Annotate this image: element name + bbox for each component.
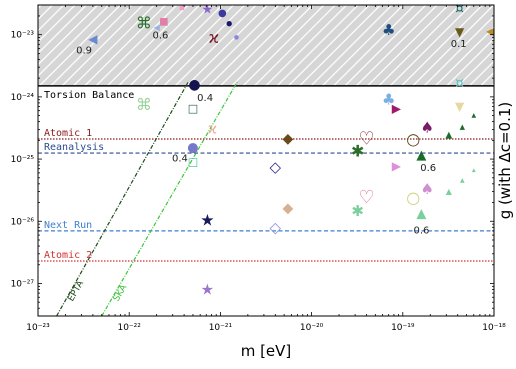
- data-point: ▲: [471, 112, 476, 119]
- x-tick-label: 10⁻²²: [117, 323, 141, 333]
- data-point: ♡: [358, 129, 374, 150]
- data-point: ★: [200, 210, 214, 229]
- data-point: ◀: [154, 23, 161, 32]
- data-point: ▶: [392, 102, 402, 116]
- data-point: ▲: [445, 130, 452, 140]
- data-point: ♠: [420, 119, 433, 137]
- plot-area: ⌘⌘◀◀■■●●□□★★★ϰϰ●●●●◇◇◆◆✱✱♡♡♣♣▶▶○○▲▲♠♠¤¤▼…: [38, 0, 494, 316]
- data-point: ★: [201, 281, 214, 299]
- data-point: ○: [406, 130, 420, 149]
- excluded-region: [38, 5, 494, 86]
- data-point: ▼: [455, 100, 465, 114]
- data-point: ϰ: [208, 121, 217, 137]
- data-point: ◀: [486, 27, 494, 38]
- data-point: ✱: [351, 202, 364, 220]
- bound-line: [56, 80, 190, 316]
- data-point: ♡: [358, 187, 374, 208]
- data-point: ¤: [455, 75, 464, 91]
- bound-line: [101, 80, 239, 316]
- data-point: ◀: [88, 32, 98, 46]
- y-tick-label: 10⁻²⁷: [11, 279, 35, 289]
- data-point: ●: [219, 0, 226, 4]
- data-point: ◆: [283, 201, 294, 217]
- reference-line-label: Atomic 2: [44, 250, 92, 261]
- y-tick-label: 10⁻²⁴: [11, 93, 35, 103]
- point-annotation: 0.6: [420, 163, 436, 174]
- data-point: □: [188, 102, 198, 115]
- data-point: ▲: [460, 123, 466, 131]
- data-point: ♣: [382, 21, 395, 39]
- axes: 10⁻²³ 10⁻²² 10⁻²¹ 10⁻²⁰ 10⁻¹⁹ 10⁻¹⁸ 10⁻²⁷ 10⁻²⁶…: [11, 4, 514, 360]
- x-tick-label: 10⁻²³: [26, 323, 50, 333]
- point-annotation: 0.4: [197, 93, 213, 104]
- data-point: ✱: [351, 141, 364, 160]
- data-point: ◆: [283, 131, 294, 147]
- data-point: ●: [234, 34, 239, 41]
- data-point: ●: [226, 20, 232, 28]
- x-tick-label: 10⁻¹⁹: [391, 323, 415, 333]
- x-tick-label: 10⁻²¹: [209, 323, 233, 333]
- bound-line-label: EPTA: [66, 278, 86, 303]
- data-point: ⌘: [136, 95, 152, 114]
- data-point: ▼: [455, 25, 465, 39]
- reference-line-label: Next Run: [44, 220, 92, 231]
- data-point: ϰ: [209, 28, 220, 47]
- point-annotation: 0.6: [152, 31, 168, 42]
- data-point: ◇: [270, 158, 282, 176]
- excluded-region-label: Torsion Balance: [44, 90, 134, 101]
- data-point: ●: [187, 141, 198, 156]
- data-point: ▲: [416, 148, 426, 163]
- data-point: ▲: [446, 187, 453, 196]
- data-point: □: [188, 155, 198, 168]
- data-point: ♠: [420, 180, 433, 198]
- y-tick-label: 10⁻²³: [11, 31, 35, 41]
- data-point: ■: [159, 16, 168, 27]
- bound-line-label: SKA: [112, 282, 130, 303]
- data-point: ■: [179, 4, 185, 11]
- reference-line-label: Atomic 1: [44, 128, 92, 139]
- point-annotation: 0.4: [172, 154, 188, 165]
- data-point: ●: [218, 8, 227, 19]
- data-point: ●: [188, 77, 200, 93]
- data-point: ⌘: [136, 13, 152, 32]
- point-annotation: 0.1: [451, 39, 467, 50]
- data-point: ♣: [382, 91, 395, 109]
- data-point: ○: [406, 188, 420, 207]
- y-tick-label: 10⁻²⁵: [11, 155, 35, 165]
- reference-line-label: Reanalysis: [44, 142, 104, 153]
- data-point: ▲: [416, 207, 426, 222]
- plot-frame: [37, 4, 495, 317]
- data-point: ★: [202, 2, 214, 17]
- x-axis-label: m [eV]: [241, 342, 292, 360]
- data-point: ▲: [460, 177, 465, 184]
- x-tick-label: 10⁻¹⁸: [482, 323, 506, 333]
- data-point: ▲: [472, 168, 476, 174]
- data-point: ▶: [392, 159, 402, 173]
- point-annotation: 0.9: [76, 45, 92, 56]
- y-axis-label: g (with Δc=0.1): [496, 102, 514, 220]
- x-tick-label: 10⁻²⁰: [300, 323, 324, 333]
- data-point: ¤: [455, 1, 464, 17]
- y-tick-label: 10⁻²⁶: [11, 217, 35, 227]
- point-annotation: 0.6: [413, 225, 429, 236]
- data-point: ◇: [270, 218, 282, 236]
- plot-clip-group: ⌘⌘◀◀■■●●□□★★★ϰϰ●●●●◇◇◆◆✱✱♡♡♣♣▶▶○○▲▲♠♠¤¤▼…: [38, 0, 494, 316]
